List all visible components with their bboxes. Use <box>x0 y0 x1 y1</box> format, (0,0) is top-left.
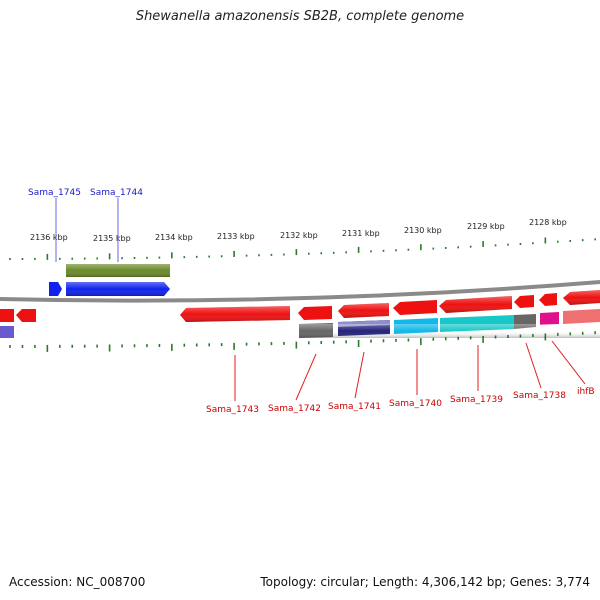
reverse-gene-labels: Sama_1743 Sama_1742 Sama_1741 Sama_1740 … <box>206 340 595 415</box>
gene-feature[interactable] <box>298 306 332 320</box>
scale-tick-label: 2131 kbp <box>342 229 380 238</box>
forward-strand-genes <box>49 264 170 296</box>
gene-feature <box>299 324 600 338</box>
genome-info-text: Topology: circular; Length: 4,306,142 bp… <box>260 575 590 589</box>
gene-feature[interactable] <box>540 312 559 325</box>
genome-title: Shewanella amazonensis SB2B, complete ge… <box>135 9 465 24</box>
gene-label[interactable]: Sama_1741 <box>328 402 381 412</box>
genome-backbone <box>0 280 600 303</box>
gene-feature <box>66 282 170 296</box>
scale-tick-label: 2130 kbp <box>404 226 442 235</box>
scale-tick-label: 2135 kbp <box>93 234 131 243</box>
gene-label[interactable]: Sama_1742 <box>268 404 321 414</box>
gene-feature[interactable] <box>563 309 600 324</box>
gene-label[interactable]: Sama_1745 <box>28 188 81 198</box>
scale-ticks-top <box>9 237 596 260</box>
accession-text: Accession: NC_008700 <box>9 575 146 589</box>
gene-feature <box>338 303 389 318</box>
gene-label[interactable]: Sama_1738 <box>513 391 566 401</box>
reverse-strand-genes <box>0 290 600 338</box>
scale-tick-label: 2128 kbp <box>529 218 567 227</box>
gene-feature <box>439 296 512 313</box>
scale-tick-label: 2132 kbp <box>280 231 318 240</box>
gene-feature[interactable] <box>49 282 62 296</box>
scale-tick-label: 2129 kbp <box>467 222 505 231</box>
gene-feature[interactable] <box>16 309 36 322</box>
gene-feature[interactable] <box>514 295 534 308</box>
gene-label[interactable]: ihfB <box>577 387 595 397</box>
gene-feature <box>180 306 290 322</box>
gene-feature <box>563 290 600 305</box>
gene-feature[interactable] <box>393 300 437 315</box>
gene-label[interactable]: Sama_1743 <box>206 405 259 415</box>
gene-feature[interactable] <box>0 309 14 322</box>
forward-gene-labels: Sama_1745 Sama_1744 <box>28 188 143 262</box>
gene-label[interactable]: Sama_1740 <box>389 399 442 409</box>
scale-labels: 2136 kbp 2135 kbp 2134 kbp 2133 kbp 2132… <box>30 218 567 243</box>
gene-label[interactable]: Sama_1744 <box>90 188 143 198</box>
gene-feature <box>66 264 170 277</box>
scale-tick-label: 2136 kbp <box>30 233 68 242</box>
scale-tick-label: 2133 kbp <box>217 232 255 241</box>
category-track <box>299 309 600 338</box>
gene-feature[interactable] <box>539 293 557 306</box>
gene-feature[interactable] <box>0 326 14 338</box>
scale-tick-label: 2134 kbp <box>155 233 193 242</box>
gene-label[interactable]: Sama_1739 <box>450 395 503 405</box>
